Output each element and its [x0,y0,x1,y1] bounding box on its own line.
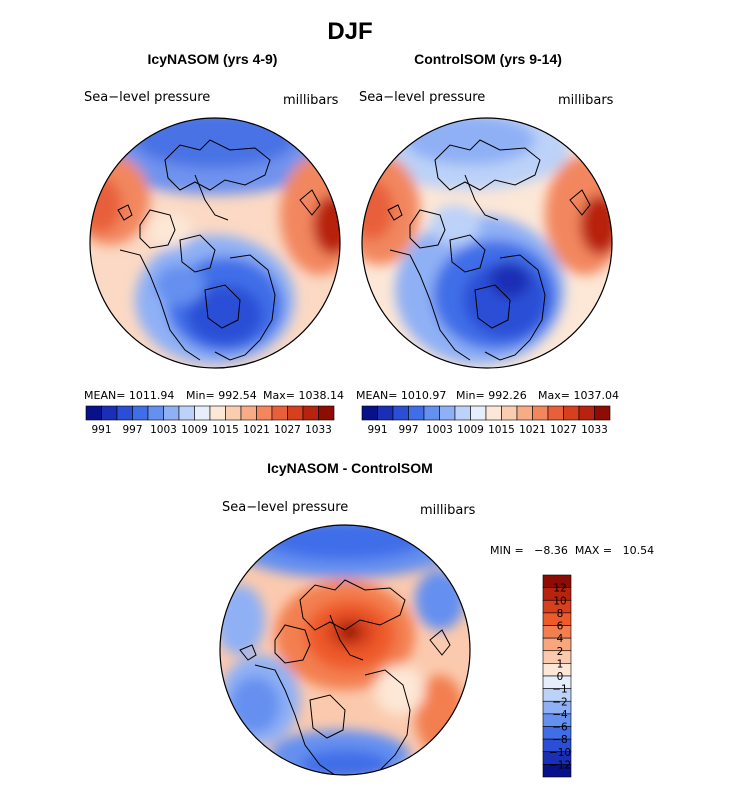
colorbar-tick-label: −10 [549,747,571,759]
colorbar-tick-label: −4 [552,709,568,721]
colorbar-tick-label: 10 [553,595,566,607]
colorbar-tick-label: −8 [552,734,567,746]
colorbar-swatch [225,405,242,421]
colorbar-tick-label: −12 [549,759,571,771]
diff-panel-title: IcyNASOM - ControlSOM [267,460,433,476]
right-max: Max= 1037.04 [538,389,619,402]
diff-units-label: millibars [420,503,476,518]
colorbar-swatch [163,405,180,421]
right-min: Min= 992.26 [456,389,527,402]
colorbar-swatch [439,405,456,421]
colorbar-tick-label: 1027 [274,424,301,436]
colorbar-tick-label: 2 [557,646,564,658]
colorbar-tick-label: 8 [557,608,564,620]
colorbar-tick-label: −2 [552,696,567,708]
colorbar-swatch [194,405,211,421]
colorbar-tick-label: 0 [557,671,564,683]
colorbar-tick-label: 1009 [181,424,208,436]
colorbar-swatch [501,405,518,421]
colorbar-tick-label: 1033 [581,424,608,436]
left-polar-map [89,117,341,369]
colorbar-tick-label: 991 [91,424,111,436]
colorbar-swatch [532,405,549,421]
colorbar-tick-label: 1 [557,658,564,670]
left-min: Min= 992.54 [186,389,257,402]
colorbar-tick-label: 1003 [426,424,453,436]
colorbar-tick-label: −1 [552,684,567,696]
right-variable-label: Sea−level pressure [359,90,486,105]
colorbar-swatch [361,405,378,421]
right-panel-title: ControlSOM (yrs 9-14) [414,51,562,67]
colorbar-swatch [578,405,595,421]
colorbar-tick-label: 1033 [305,424,332,436]
colorbar-tick-label: 4 [557,633,564,645]
left-variable-label: Sea−level pressure [84,90,211,105]
colorbar-swatch [85,405,102,421]
colorbar-swatch [271,405,288,421]
right-polar-map [361,117,613,369]
colorbar-tick-label: 1027 [550,424,577,436]
colorbar-swatch [485,405,502,421]
colorbar-swatch [408,405,425,421]
colorbar-swatch [423,405,440,421]
colorbar-swatch [132,405,149,421]
colorbar-swatch [516,405,533,421]
right-units-label: millibars [558,93,614,108]
colorbar-swatch [563,405,580,421]
colorbar-tick-label: 6 [557,621,564,633]
colorbar-tick-label: 1021 [243,424,270,436]
left-panel-title: IcyNASOM (yrs 4-9) [147,51,278,67]
colorbar-swatch [178,405,195,421]
colorbar-swatch [470,405,487,421]
figure-title: DJF [327,18,373,45]
colorbar-tick-label: 991 [367,424,387,436]
left-units-label: millibars [283,93,339,108]
colorbar-swatch [147,405,164,421]
colorbar-swatch [240,405,257,421]
right-mean: MEAN= 1010.97 [356,389,447,402]
colorbar-swatch [287,405,304,421]
colorbar-swatch [392,405,409,421]
colorbar-left: 991 997 1003 1009 1015 1021 1027 1033 [85,405,335,436]
colorbar-tick-label: −6 [552,722,568,734]
colorbar-swatch [547,405,564,421]
colorbar-right: 991 997 1003 1009 1015 1021 1027 1033 [361,405,611,436]
diff-variable-label: Sea−level pressure [222,500,349,515]
colorbar-tick-label: 1009 [457,424,484,436]
colorbar-tick-label: 1015 [212,424,239,436]
colorbar-swatch [116,405,133,421]
colorbar-swatch [302,405,319,421]
colorbar-tick-label: 12 [553,583,566,595]
colorbar-swatch [256,405,273,421]
colorbar-tick-label: 997 [398,424,418,436]
colorbar-tick-label: 1021 [519,424,546,436]
colorbar-tick-label: 1015 [488,424,515,436]
colorbar-swatch [209,405,226,421]
diff-polar-map [219,524,471,776]
diff-min-max: MIN = −8.36 MAX = 10.54 [490,544,655,557]
colorbar-swatch [542,764,572,778]
colorbar-tick-label: 1003 [150,424,177,436]
colorbar-swatch [101,405,118,421]
colorbar-swatch [377,405,394,421]
colorbar-swatch [454,405,471,421]
left-mean: MEAN= 1011.94 [84,389,175,402]
colorbar-swatch [318,405,335,421]
colorbar-swatch [594,405,611,421]
colorbar-tick-label: 997 [122,424,142,436]
left-max: Max= 1038.14 [263,389,344,402]
